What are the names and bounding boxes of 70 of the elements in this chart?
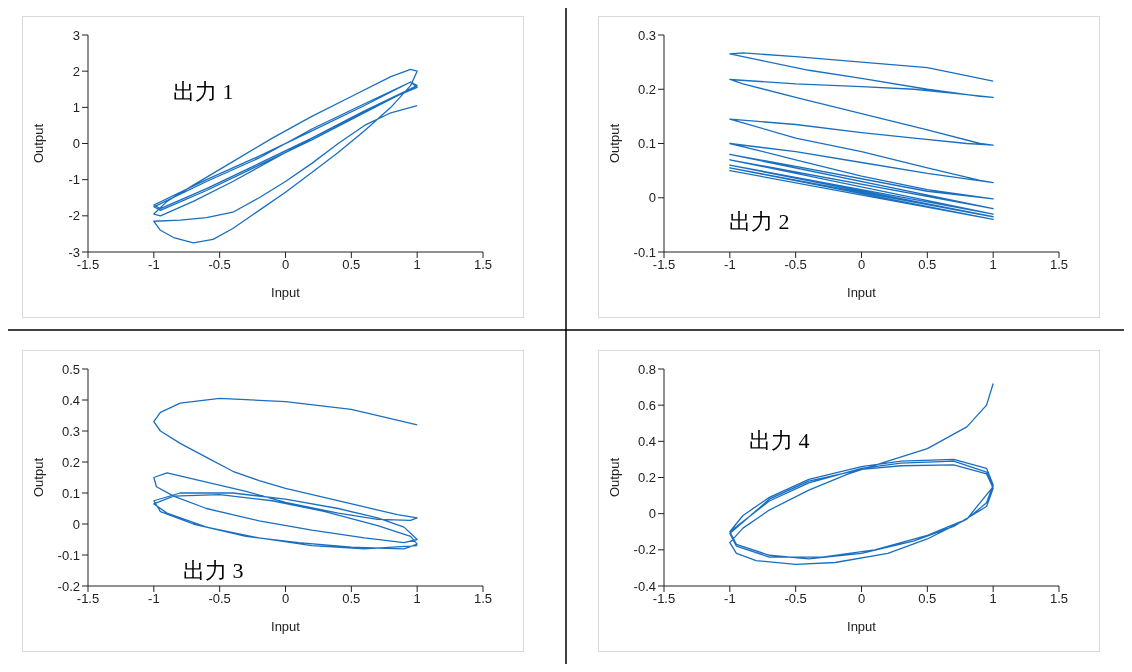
x-axis-title: Input [847,619,877,634]
x-tick-label: -1.5 [76,257,100,273]
y-tick-label: 1 [72,99,80,115]
x-tick-label: 0.5 [918,591,937,607]
x-axis-title: Input [271,619,301,634]
y-tick-label: 2 [72,63,80,79]
y-axis-title: Output [606,123,622,164]
y-tick-label: 0.1 [637,136,656,152]
x-tick-label: -1 [148,257,160,273]
y-tick-label: 0.4 [61,392,80,408]
x-tick-label: 0.5 [918,257,937,273]
y-tick-label: 0.2 [637,81,656,97]
x-tick-label: -1 [724,591,736,607]
y-tick-label: 0 [648,506,656,522]
y-tick-label: 0.5 [61,361,80,377]
y-tick-label: -3 [68,244,80,260]
x-tick-label: -1 [148,591,160,607]
x-tick-label: 0.5 [342,257,361,273]
x-tick-label: 1 [413,257,421,273]
line-series [153,397,418,550]
y-tick-label: 0.2 [61,454,80,470]
annotation: 出力 2 [729,208,790,236]
x-tick-label: 1.5 [473,257,493,273]
x-axis-title: Input [271,285,301,300]
annotation: 出力 4 [749,427,810,455]
x-tick-label: 0 [281,257,290,273]
x-tick-label: 1.5 [1049,591,1069,607]
x-tick-label: 0 [857,257,866,273]
y-tick-label: -1 [68,172,80,188]
y-axis-title: Output [606,457,622,498]
x-tick-label: -0.5 [784,591,807,607]
y-tick-label: 0.1 [61,485,80,501]
x-tick-label: -1 [724,257,736,273]
y-tick-label: 0 [72,516,80,532]
y-tick-label: 0.2 [637,470,656,486]
x-tick-label: -1.5 [76,591,100,607]
x-tick-label: 1.5 [473,591,493,607]
y-tick-label: 0 [72,136,80,152]
line-series [153,68,418,244]
y-tick-label: -0.1 [633,244,656,260]
annotation: 出力 1 [173,78,234,106]
x-tick-label: 1 [413,591,421,607]
line-series [729,382,994,565]
y-tick-label: 3 [72,27,80,43]
y-tick-label: -0.2 [57,578,80,594]
y-tick-label: 0.3 [61,423,80,439]
x-tick-label: -0.5 [208,257,231,273]
y-axis-title: Output [30,123,46,164]
x-tick-label: 0.5 [342,591,361,607]
annotation: 出力 3 [183,557,244,585]
x-tick-label: 0 [281,591,290,607]
y-tick-label: 0.6 [637,397,656,413]
x-tick-label: 1 [989,257,997,273]
x-tick-label: -1.5 [652,257,676,273]
x-tick-label: 1.5 [1049,257,1069,273]
y-tick-label: 0.3 [637,27,656,43]
y-tick-label: 0.4 [637,433,656,449]
x-tick-label: -0.5 [784,257,807,273]
x-tick-label: -0.5 [208,591,231,607]
x-tick-label: 0 [857,591,866,607]
y-tick-label: -0.2 [633,542,656,558]
x-tick-label: 1 [989,591,997,607]
y-tick-label: -2 [68,208,80,224]
y-tick-label: 0.8 [637,361,656,377]
x-axis-title: Input [847,285,877,300]
y-axis-title: Output [30,457,46,498]
y-tick-label: -0.1 [57,547,80,563]
x-tick-label: -1.5 [652,591,676,607]
y-tick-label: -0.4 [633,578,656,594]
y-tick-label: 0 [648,190,656,206]
